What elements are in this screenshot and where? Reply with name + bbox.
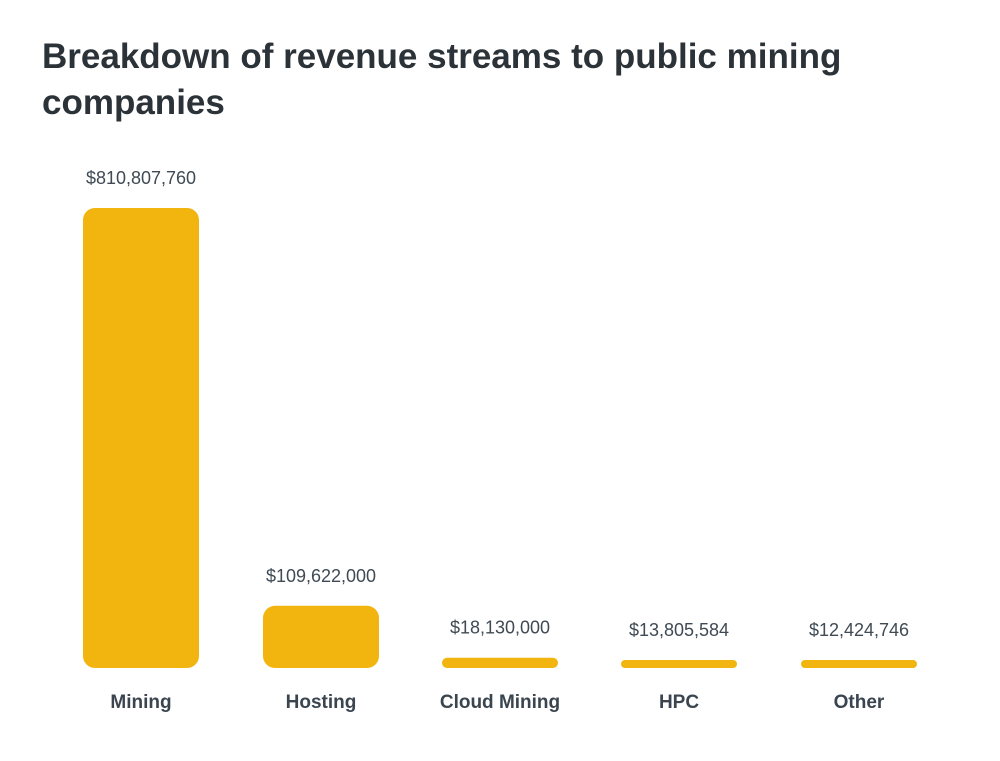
bar-mining: [83, 208, 199, 668]
category-label: Hosting: [286, 692, 357, 713]
bar-value-label: $12,424,746: [809, 620, 909, 640]
bar-other: [801, 660, 917, 668]
bar-hosting: [263, 605, 379, 668]
category-label: Cloud Mining: [440, 692, 560, 713]
category-label: HPC: [659, 692, 699, 713]
bar-cloud-mining: [442, 657, 558, 668]
bar-value-label: $109,622,000: [266, 566, 376, 586]
bar-value-label: $13,805,584: [629, 620, 729, 640]
bar-value-label: $810,807,760: [86, 168, 196, 188]
category-label: Mining: [110, 692, 171, 713]
bar-hpc: [621, 660, 737, 668]
bar-value-label: $18,130,000: [450, 618, 550, 638]
category-label: Other: [834, 692, 885, 713]
chart-title: Breakdown of revenue streams to public m…: [42, 37, 842, 122]
